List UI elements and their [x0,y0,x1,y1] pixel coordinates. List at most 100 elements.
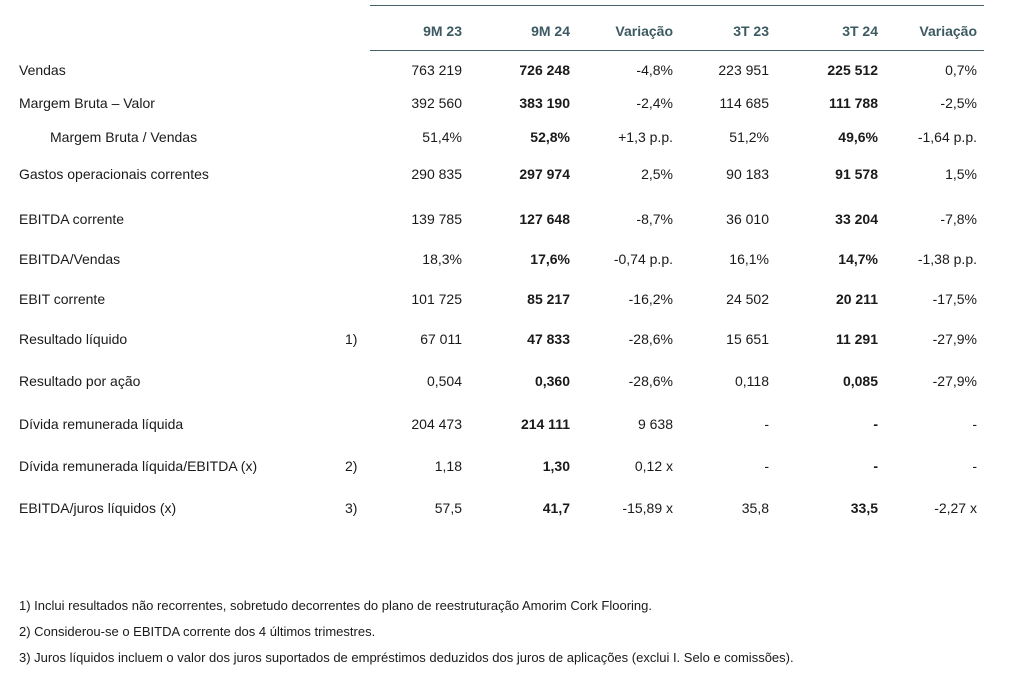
cell-value: 0,085 [842,373,878,389]
cell-value: 35,8 [741,500,769,516]
row-label: Dívida remunerada líquida [19,416,184,432]
cell-value: -2,27 x [934,500,977,516]
cell-value: 111 788 [828,95,878,111]
cell-value: 33,5 [850,500,878,516]
row-label: Margem Bruta / Vendas [50,129,198,145]
cell-value: 57,5 [434,500,462,516]
footnote: 1) Inclui resultados não recorrentes, so… [19,598,652,613]
row-note: 1) [345,331,358,347]
row-label: EBIT corrente [19,291,106,307]
row-label: EBITDA/juros líquidos (x) [19,500,177,516]
col-header: 9M 24 [531,23,570,39]
table-row: Vendas 763 219 726 248 -4,8% 223 951 225 512 0… [0,60,1024,80]
table-row: EBITDA/Vendas 18,3% 17,6% -0,74 p.p. 16,1% 14… [0,249,1024,269]
cell-value: 85 217 [527,291,570,307]
footnote: 2) Considerou-se o EBITDA corrente dos 4… [19,624,376,639]
header-rule [370,50,984,51]
col-header: 9M 23 [423,23,462,39]
cell-value: -28,6% [628,373,673,389]
row-label: Resultado líquido [19,331,128,347]
col-header: Variação [919,23,977,39]
cell-value: 18,3% [422,251,462,267]
cell-value: 139 785 [411,211,462,227]
row-label: Resultado por ação [19,373,141,389]
cell-value: -2,4% [636,95,673,111]
cell-value: - [972,458,977,474]
row-label: EBITDA/Vendas [19,251,121,267]
table-row: Dívida remunerada líquida 204 473 214 111 9… [0,414,1024,434]
cell-value: -4,8% [636,62,673,78]
cell-value: - [764,458,769,474]
cell-value: 0,12 x [634,458,673,474]
cell-value: +1,3 p.p. [618,129,673,145]
row-label: EBITDA corrente [19,211,125,227]
table-row: EBIT corrente 101 725 85 217 -16,2% 24 502 20… [0,289,1024,309]
cell-value: - [972,416,977,432]
cell-value: - [873,458,878,474]
top-rule [370,5,984,6]
cell-value: 47 833 [527,331,570,347]
col-header: 3T 23 [733,23,769,39]
row-label: Gastos operacionais correntes [19,166,209,182]
cell-value: 392 560 [411,95,462,111]
table-row: Margem Bruta – Valor 392 560 383 190 -2,4% 1… [0,93,1024,113]
cell-value: -27,9% [932,373,977,389]
table-row: Dívida remunerada líquida/EBITDA (x) 2) 1,… [0,456,1024,476]
table-row: Gastos operacionais correntes 290 835 297 … [0,164,1024,184]
cell-value: 52,8% [530,129,570,145]
cell-value: 214 111 [520,416,570,432]
cell-value: 726 248 [519,62,570,78]
cell-value: 114 685 [719,95,769,111]
cell-value: 297 974 [519,166,570,182]
cell-value: 16,1% [729,251,769,267]
row-label: Vendas [19,62,66,78]
cell-value: - [873,416,878,432]
cell-value: 49,6% [838,129,878,145]
cell-value: -28,6% [628,331,673,347]
row-note: 3) [345,500,358,516]
cell-value: -17,5% [932,291,977,307]
cell-value: 90 183 [726,166,769,182]
cell-value: 20 211 [835,291,878,307]
cell-value: -8,7% [636,211,673,227]
cell-value: 36 010 [726,211,769,227]
cell-value: 14,7% [838,251,878,267]
cell-value: 225 512 [827,62,878,78]
cell-value: 383 190 [519,95,570,111]
cell-value: 1,18 [434,458,462,474]
cell-value: 1,30 [542,458,570,474]
cell-value: -2,5% [940,95,977,111]
cell-value: 101 725 [411,291,462,307]
table-row: Margem Bruta / Vendas 51,4% 52,8% +1,3 p.p.… [0,127,1024,147]
cell-value: 11 291 [835,331,878,347]
row-label: Margem Bruta – Valor [19,95,155,111]
cell-value: 67 011 [420,331,462,347]
row-note: 2) [345,458,358,474]
col-header: Variação [615,23,673,39]
cell-value: -0,74 p.p. [613,251,673,267]
row-label: Dívida remunerada líquida/EBITDA (x) [19,458,258,474]
cell-value: 17,6% [530,251,570,267]
cell-value: -16,2% [628,291,673,307]
cell-value: -7,8% [940,211,977,227]
cell-value: 51,4% [422,129,462,145]
cell-value: 127 648 [519,211,570,227]
cell-value: 223 951 [718,62,769,78]
table-row: EBITDA corrente 139 785 127 648 -8,7% 36 010… [0,209,1024,229]
cell-value: 0,118 [735,373,769,389]
cell-value: 1,5% [945,166,977,182]
cell-value: 204 473 [411,416,462,432]
cell-value: 15 651 [726,331,769,347]
cell-value: 33 204 [835,211,878,227]
cell-value: - [764,416,769,432]
table-header: 9M 23 9M 24 Variação 3T 23 3T 24 Variaçã… [0,21,1024,41]
cell-value: 2,5% [641,166,673,182]
table-row: Resultado por ação 0,504 0,360 -28,6% 0,118 0… [0,371,1024,391]
cell-value: -1,64 p.p. [917,129,977,145]
footnote: 3) Juros líquidos incluem o valor dos ju… [19,650,794,665]
cell-value: 0,504 [426,373,462,389]
cell-value: 290 835 [411,166,462,182]
cell-value: 763 219 [411,62,462,78]
cell-value: -15,89 x [622,500,673,516]
cell-value: 9 638 [637,416,673,432]
